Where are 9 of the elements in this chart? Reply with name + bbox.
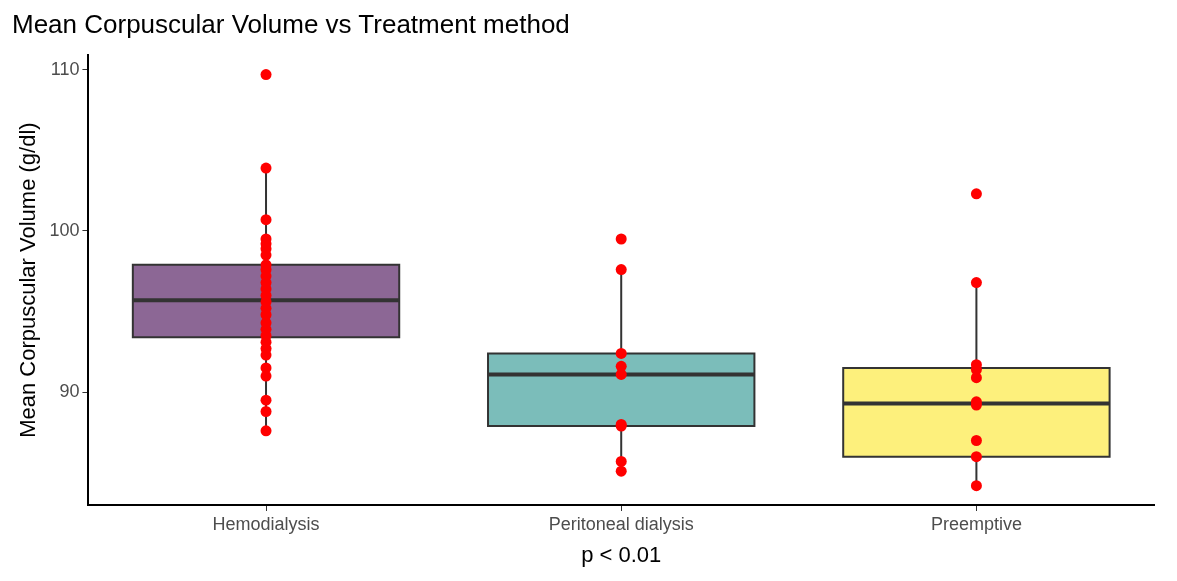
x-tick-label: Peritoneal dialysis bbox=[548, 513, 694, 534]
x-axis-title: p < 0.01 bbox=[581, 541, 662, 567]
y-tick-label: 100 bbox=[49, 219, 80, 240]
chart-title: Mean Corpuscular Volume vs Treatment method bbox=[12, 8, 570, 39]
y-axis-title: Mean Corpuscular Volume (g/dl) bbox=[15, 122, 41, 438]
y-tick-label: 110 bbox=[50, 58, 80, 79]
x-tick-label: Preemptive bbox=[930, 513, 1022, 534]
y-tick-label: 90 bbox=[59, 381, 80, 402]
x-tick-label: Hemodialysis bbox=[212, 513, 320, 534]
